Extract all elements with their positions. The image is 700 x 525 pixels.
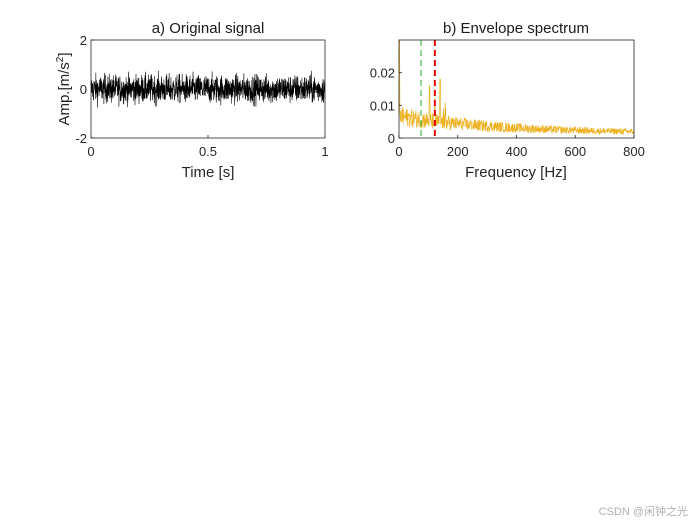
axes-envelope-spectrum: b) Envelope spectrum 0 200 400 600 800 0 0.01 0…: [370, 20, 645, 181]
b-xtick-label: 600: [564, 144, 586, 159]
axes-original-signal: a) Original signal 0 0.5 1-202 Time [s] Am…: [55, 20, 329, 181]
b-xtick-label: 400: [506, 144, 528, 159]
series-original-signal: [90, 70, 326, 108]
title-original-signal: a) Original signal: [152, 20, 265, 37]
watermark: CSDN @闲钟之光: [598, 506, 688, 518]
xlabel-frequency: Frequency [Hz]: [465, 164, 567, 181]
b-xtick-label: 200: [447, 144, 469, 159]
b-xtick-label: 800: [623, 144, 645, 159]
a-xtick-label: 0: [87, 144, 94, 159]
a-ytick-label: -2: [75, 131, 87, 146]
b-ytick-label: 0: [388, 131, 395, 146]
ylabel-amp: Amp.[m/s2]: [55, 52, 73, 125]
a-xtick-label: 1: [321, 144, 328, 159]
series-envelope-spectrum: [399, 39, 635, 135]
title-envelope-spectrum: b) Envelope spectrum: [443, 20, 589, 37]
xlabel-time: Time [s]: [182, 164, 235, 181]
b-ytick-label: 0.01: [370, 98, 395, 113]
a-ytick-label: 2: [80, 33, 87, 48]
b-xtick-label: 0: [395, 144, 402, 159]
b-ytick-label: 0.02: [370, 66, 395, 81]
a-ytick-label: 0: [80, 82, 87, 97]
a-xtick-label: 0.5: [199, 144, 217, 159]
